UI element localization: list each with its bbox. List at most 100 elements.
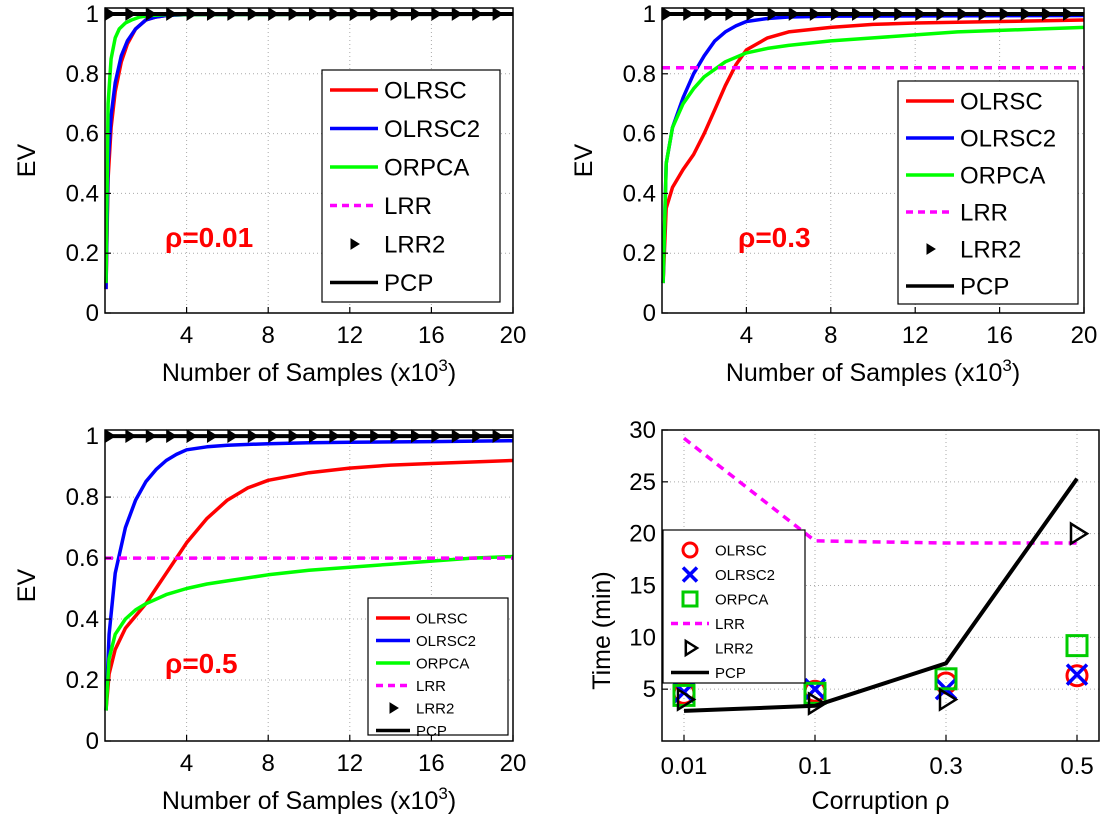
legend-label: LRR [416,678,446,695]
legend-swatch [681,590,699,608]
y-tick-label: 0.6 [66,121,99,148]
y-tick-label: 1 [643,1,656,28]
legend: OLRSC OLRSC2 ORPCA LRR LRR2 PCP [321,69,501,303]
legend-label: LRR [715,616,745,633]
data-point-orpca [1065,634,1089,658]
chart-panel-3: 4 8 12 16 20 0 0.2 0.4 0.6 0.8 1 Number of Samples … [13,423,526,815]
y-tick-label: 0.8 [66,61,99,88]
y-axis-label: EV [13,144,41,178]
ticks: 0.01 0.1 0.3 0.5 5 10 15 20 25 30 [629,417,1093,780]
legend-label: OLRSC2 [384,116,480,143]
chart-panel-2: 4 8 12 16 20 0 0.2 0.4 0.6 0.8 1 Number of Samples … [570,1,1097,387]
y-axis-label: EV [570,144,598,178]
legend-item: PCP [671,665,746,682]
x-tick-label: 4 [740,322,753,349]
x-tick-label: 0.1 [798,753,831,780]
x-tick-label: 0.3 [929,753,962,780]
data-point-lrr2 [676,687,697,712]
y-tick-label: 0.4 [623,180,656,207]
legend-swatch [681,566,699,583]
legend-label: OLRSC [416,610,468,627]
legend-item: LRR2 [926,237,1021,264]
series-line-orpca [661,25,1085,284]
y-tick-label: 30 [629,417,656,444]
series-olrsc [661,18,1085,284]
legend-label: LRR [960,200,1008,227]
x-axis-label: Number of Samples (x103) [726,356,1020,387]
x-tick-label: 20 [1071,322,1098,349]
legend-label: ORPCA [715,591,768,608]
x-tick-label: 0.5 [1060,753,1093,780]
ticks: 4 8 12 16 20 0 0.2 0.4 0.6 0.8 1 [66,423,527,777]
data-point-olrsc [1065,664,1089,688]
series-orpca [672,634,1089,707]
y-tick-label: 1 [86,423,99,450]
rho-annotation: ρ=0.01 [165,222,253,253]
series-orpca [661,25,1085,284]
x-tick-label: 16 [418,322,445,349]
legend-item: LRR2 [684,638,753,657]
y-tick-label: 5 [643,676,656,703]
legend-label: OLRSC2 [416,633,476,650]
x-tick-label: 8 [262,750,275,777]
y-tick-label: 10 [629,624,656,651]
legend-item: ORPCA [376,655,469,672]
legend-label: LRR2 [715,640,753,657]
series-pcp [683,477,1079,713]
legend-swatch [350,238,360,250]
series-line-pcp [683,477,1079,713]
legend-item: ORPCA [681,590,768,608]
y-tick-label: 0.4 [66,606,99,633]
y-tick-label: 0.2 [623,240,656,267]
legend-box [321,69,501,303]
legend-label: LRR [384,193,432,220]
legend-item: PCP [376,723,447,740]
legend-item: LRR [376,678,446,695]
legend-item: LRR [330,193,432,220]
legend-item: OLRSC [330,78,467,105]
y-tick-label: 20 [629,521,656,548]
legend: OLRSC OLRSC2 ORPCA LRR LRR2 PCP [662,529,806,684]
series-lrr [682,436,1077,545]
legend-item: OLRSC2 [906,126,1056,153]
legend-swatch [926,243,936,255]
legend-label: PCP [416,723,447,740]
axes-box [104,7,514,314]
legend-label: OLRSC [960,89,1043,116]
legend-label: LRR2 [384,232,445,259]
series-line-olrsc [104,458,514,711]
axes-box [104,429,514,742]
x-tick-label: 4 [180,322,193,349]
legend-label: OLRSC2 [715,567,775,584]
series-line-lrr [682,436,1077,545]
legend-label: OLRSC [384,78,467,105]
x-axis-label: Corruption ρ [812,787,950,815]
legend-label: OLRSC2 [960,126,1056,153]
legend-label: LRR2 [416,700,454,717]
data-point-lrr2 [1069,521,1090,546]
x-tick-label: 20 [500,750,527,777]
x-axis-label-close: ) [1012,359,1020,387]
legend-label: PCP [384,270,433,297]
legend-item: LRR [671,616,745,633]
legend-item: OLRSC2 [681,566,775,584]
legend-swatch [389,702,399,714]
x-tick-label: 8 [262,322,275,349]
axes-box [661,7,1085,314]
legend-label: OLRSC [715,542,767,559]
legend-item: PCP [906,274,1009,301]
x-tick-label: 12 [902,322,929,349]
legend-item: ORPCA [906,163,1045,190]
x-tick-label: 0.01 [661,753,708,780]
legend-item: OLRSC [681,541,767,559]
x-tick-label: 16 [418,750,445,777]
y-tick-label: 0.4 [66,180,99,207]
ticks: 4 8 12 16 20 0 0.2 0.4 0.6 0.8 1 [66,1,527,349]
rho-annotation: ρ=0.3 [738,222,811,253]
y-tick-label: 0.2 [66,240,99,267]
series-olrsc [104,458,514,711]
x-axis-label: Number of Samples (x103) [162,356,456,387]
series-line-olrsc [661,18,1085,284]
x-axis-label-exponent: 3 [1002,356,1011,375]
legend-label: ORPCA [384,155,469,182]
